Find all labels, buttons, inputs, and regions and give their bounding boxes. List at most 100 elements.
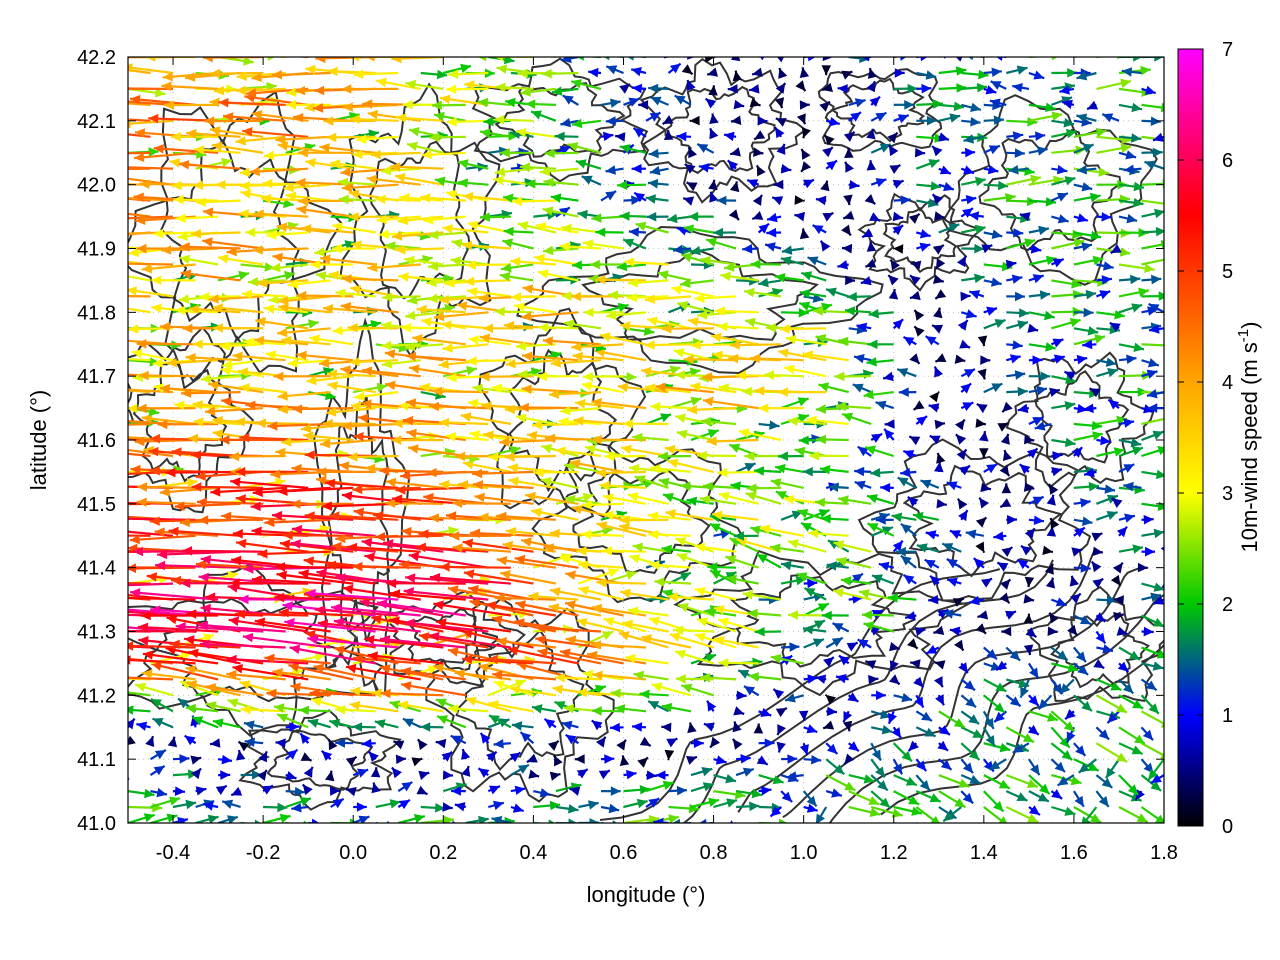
wind-vector	[893, 805, 923, 816]
wind-vector	[128, 641, 196, 651]
wind-vector	[510, 785, 526, 795]
wind-vector	[436, 715, 467, 729]
wind-vector-head	[61, 602, 72, 612]
wind-vector	[191, 716, 219, 729]
wind-vector	[439, 417, 489, 428]
wind-vector-head	[614, 704, 626, 714]
wind-vector-head	[891, 808, 903, 818]
wind-vector-head	[694, 586, 706, 597]
wind-vector-head	[960, 383, 972, 394]
wind-vector	[307, 718, 332, 729]
wind-vector-head	[622, 619, 634, 630]
wind-vector-head	[946, 481, 958, 491]
wind-vector	[553, 754, 563, 767]
wind-vector-head	[655, 770, 666, 780]
wind-vector-head	[770, 806, 782, 817]
wind-vector	[934, 461, 944, 473]
wind-vector	[929, 574, 941, 586]
wind-vector	[809, 451, 849, 461]
wind-vector	[893, 790, 920, 806]
wind-vector	[200, 555, 286, 569]
wind-vector	[226, 670, 286, 681]
wind-vector-head	[903, 450, 915, 459]
wind-vector	[958, 509, 969, 522]
wind-vector	[285, 771, 297, 781]
wind-vector	[878, 561, 894, 571]
wind-vector	[386, 578, 466, 589]
wind-vector-head	[1104, 823, 1115, 832]
wind-vector-head	[591, 720, 603, 731]
wind-vector-shaft	[1006, 822, 1009, 823]
wind-vector-head	[732, 721, 742, 733]
wind-vector-head	[1127, 784, 1139, 795]
wind-vector-head	[690, 396, 702, 406]
wind-vector-shaft	[226, 657, 309, 665]
wind-vector-head	[815, 674, 827, 684]
contour-line	[828, 593, 1164, 823]
wind-vector	[255, 418, 309, 428]
wind-vector	[892, 742, 913, 763]
wind-vector	[485, 601, 557, 617]
wind-vector-head	[1075, 651, 1086, 662]
wind-vector	[871, 822, 874, 823]
wind-vector	[690, 782, 715, 793]
wind-vector	[574, 754, 585, 764]
wind-vector-head	[480, 733, 491, 744]
wind-vector-head	[229, 578, 240, 588]
wind-vector-head	[232, 664, 243, 674]
wind-vector-head	[1130, 437, 1142, 448]
wind-vector-head	[854, 466, 865, 477]
wind-vector	[1073, 758, 1100, 772]
wind-vector-head	[488, 700, 499, 710]
wind-vector	[554, 673, 602, 683]
wind-vector	[149, 749, 167, 761]
wind-vector-head	[927, 825, 938, 834]
wind-vector	[781, 754, 798, 764]
wind-vector-head	[275, 738, 286, 748]
wind-vector-head	[756, 755, 768, 765]
wind-vector-head	[846, 642, 858, 652]
wind-vector	[600, 754, 615, 764]
wind-vector	[325, 407, 376, 417]
wind-vector-shaft	[275, 565, 354, 569]
wind-vector	[1028, 694, 1040, 707]
wind-vector-head	[347, 452, 358, 462]
wind-vector-head	[985, 735, 995, 747]
wind-vector	[960, 790, 974, 805]
wind-vector-shaft	[433, 602, 512, 617]
wind-vector	[361, 399, 421, 410]
wind-vector	[1140, 678, 1158, 691]
wind-vector-head	[578, 560, 589, 570]
wind-vector	[717, 467, 759, 478]
wind-vector-head	[555, 673, 566, 683]
wind-vector	[145, 735, 155, 747]
wind-vector-head	[969, 595, 980, 606]
wind-vector-head	[507, 463, 519, 473]
wind-vector-head	[76, 658, 86, 668]
wind-vector	[514, 600, 579, 617]
wind-vector	[1111, 497, 1123, 508]
wind-vector-head	[237, 367, 249, 377]
wind-vector-head	[286, 749, 298, 760]
wind-vector-head	[1060, 826, 1071, 835]
wind-vector-head	[408, 551, 420, 562]
wind-vector	[1095, 726, 1110, 741]
wind-vector-head	[350, 401, 362, 411]
wind-vector-shaft	[251, 578, 331, 585]
wind-vector	[303, 766, 314, 778]
wind-vector-head	[417, 739, 428, 751]
wind-vector	[1047, 626, 1058, 636]
wind-vector-head	[999, 592, 1010, 604]
wind-vector-head	[1036, 385, 1047, 396]
wind-vector	[1028, 385, 1048, 396]
wind-vector	[172, 799, 197, 810]
wind-vector-head	[443, 815, 454, 823]
wind-vector	[304, 511, 376, 521]
wind-vector	[389, 589, 466, 601]
wind-vector-head	[632, 432, 643, 443]
wind-vector-head	[406, 428, 417, 439]
wind-vector-head	[159, 383, 171, 394]
wind-vector	[327, 738, 338, 751]
wind-vector-head	[439, 417, 450, 428]
wind-vector-head	[80, 591, 90, 601]
